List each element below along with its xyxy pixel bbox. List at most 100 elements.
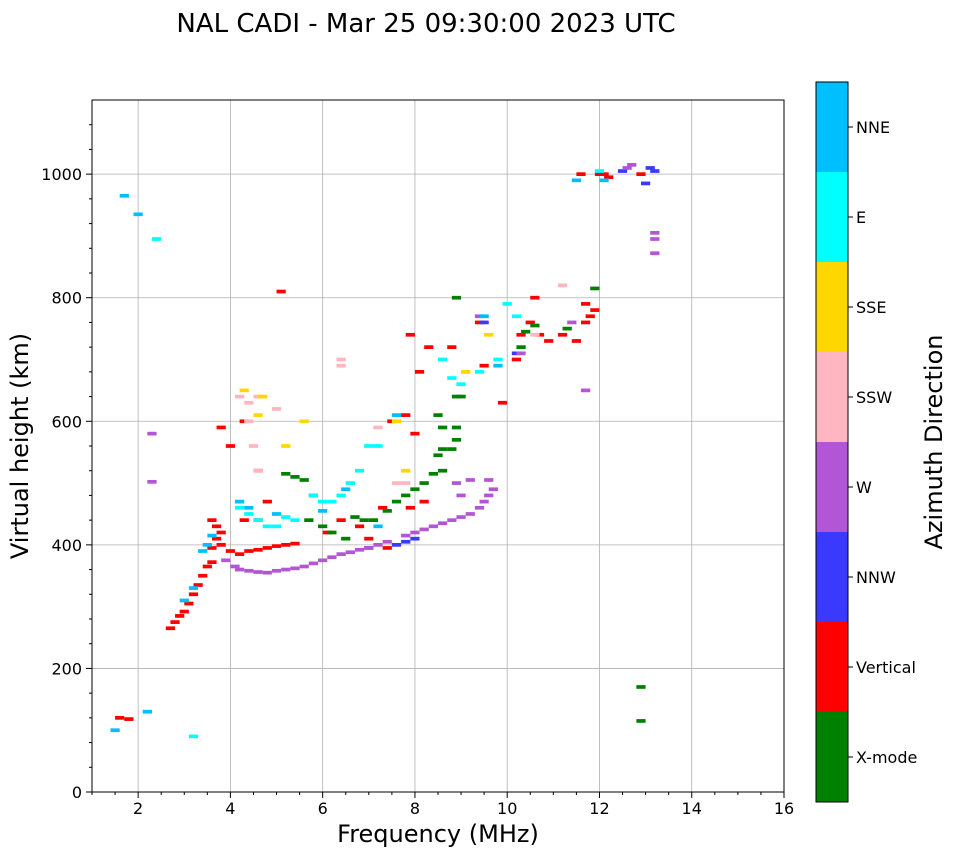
colorbar-tick-label: SSW <box>856 388 892 407</box>
data-point <box>119 193 129 198</box>
colorbar-segment <box>816 262 848 352</box>
data-point <box>188 586 199 590</box>
data-point <box>253 547 263 552</box>
data-point <box>276 289 286 294</box>
data-point <box>308 493 319 498</box>
data-point <box>271 568 282 573</box>
data-point <box>479 499 489 504</box>
data-point <box>304 518 314 522</box>
data-point <box>345 481 355 485</box>
data-point <box>571 178 582 183</box>
data-point <box>636 172 646 176</box>
x-tick-label: 2 <box>133 799 143 818</box>
data-point <box>225 444 236 448</box>
data-point <box>419 481 429 485</box>
colorbar-segment <box>816 532 848 622</box>
data-point <box>235 394 245 399</box>
data-point <box>262 524 272 529</box>
data-point <box>479 314 489 319</box>
data-point <box>617 169 628 173</box>
x-tick-label: 14 <box>682 799 702 818</box>
data-point <box>318 524 328 529</box>
data-point <box>290 475 300 479</box>
data-point <box>479 320 489 325</box>
colorbar: X-mode Vertical NNW W SSW SSE E NNE <box>815 81 917 803</box>
data-point <box>576 172 586 176</box>
data-point <box>318 509 328 513</box>
data-point <box>262 546 272 550</box>
data-point <box>235 567 245 572</box>
data-point <box>511 314 522 319</box>
data-point <box>525 320 535 325</box>
x-tick-label: 8 <box>410 799 420 818</box>
x-tick-label: 10 <box>497 799 517 818</box>
data-point <box>382 539 392 544</box>
series-w <box>147 163 660 575</box>
data-point <box>419 527 429 532</box>
data-point <box>401 533 411 538</box>
x-tick-label: 6 <box>318 799 328 818</box>
data-point <box>207 533 217 538</box>
data-point <box>271 407 282 411</box>
data-point <box>484 478 494 482</box>
data-point <box>581 302 591 306</box>
data-point <box>239 518 249 522</box>
data-points <box>110 163 660 739</box>
data-point <box>235 552 245 556</box>
data-point <box>516 332 526 337</box>
data-point <box>581 320 591 325</box>
data-point <box>373 543 383 547</box>
data-point <box>281 567 291 572</box>
data-point <box>391 481 402 485</box>
colorbar-segment <box>816 622 848 712</box>
data-point <box>327 555 337 560</box>
data-point <box>221 558 231 563</box>
data-point <box>373 444 383 448</box>
x-tick-label: 4 <box>225 799 235 818</box>
data-point <box>188 592 199 597</box>
data-point <box>401 413 411 417</box>
data-point <box>428 524 438 529</box>
data-point <box>456 394 466 399</box>
data-point <box>188 734 199 739</box>
y-tick-label: 1000 <box>41 165 82 184</box>
data-point <box>299 564 309 569</box>
x-axis-ticks: 2 4 6 8 10 12 14 16 <box>91 792 794 818</box>
y-tick-label: 800 <box>51 289 82 308</box>
data-point <box>516 345 526 349</box>
data-point <box>581 388 591 393</box>
colorbar-tick-label: W <box>856 478 872 497</box>
data-point <box>115 716 125 720</box>
data-point <box>456 382 466 387</box>
data-point <box>382 546 392 550</box>
data-point <box>216 530 226 535</box>
series-nnw <box>364 166 660 550</box>
data-point <box>401 539 411 544</box>
data-point <box>184 601 194 606</box>
data-point <box>456 515 466 519</box>
data-point <box>465 478 475 482</box>
data-point <box>511 357 522 362</box>
data-point <box>604 175 614 180</box>
data-point <box>258 394 268 399</box>
data-point <box>590 308 600 312</box>
data-point <box>368 518 379 522</box>
data-point <box>290 541 300 546</box>
data-point <box>391 499 402 504</box>
data-point <box>590 286 600 291</box>
data-point <box>244 568 254 573</box>
data-point <box>378 505 388 510</box>
data-point <box>211 524 222 529</box>
data-point <box>433 413 443 417</box>
data-point <box>262 499 272 504</box>
x-axis-label: Frequency (MHz) <box>337 820 539 848</box>
data-point <box>479 363 489 368</box>
data-point <box>438 357 448 362</box>
data-point <box>271 512 282 516</box>
data-point <box>299 478 309 482</box>
data-point <box>239 419 249 424</box>
data-point <box>382 509 392 513</box>
data-point <box>493 357 503 362</box>
data-point <box>248 444 259 448</box>
